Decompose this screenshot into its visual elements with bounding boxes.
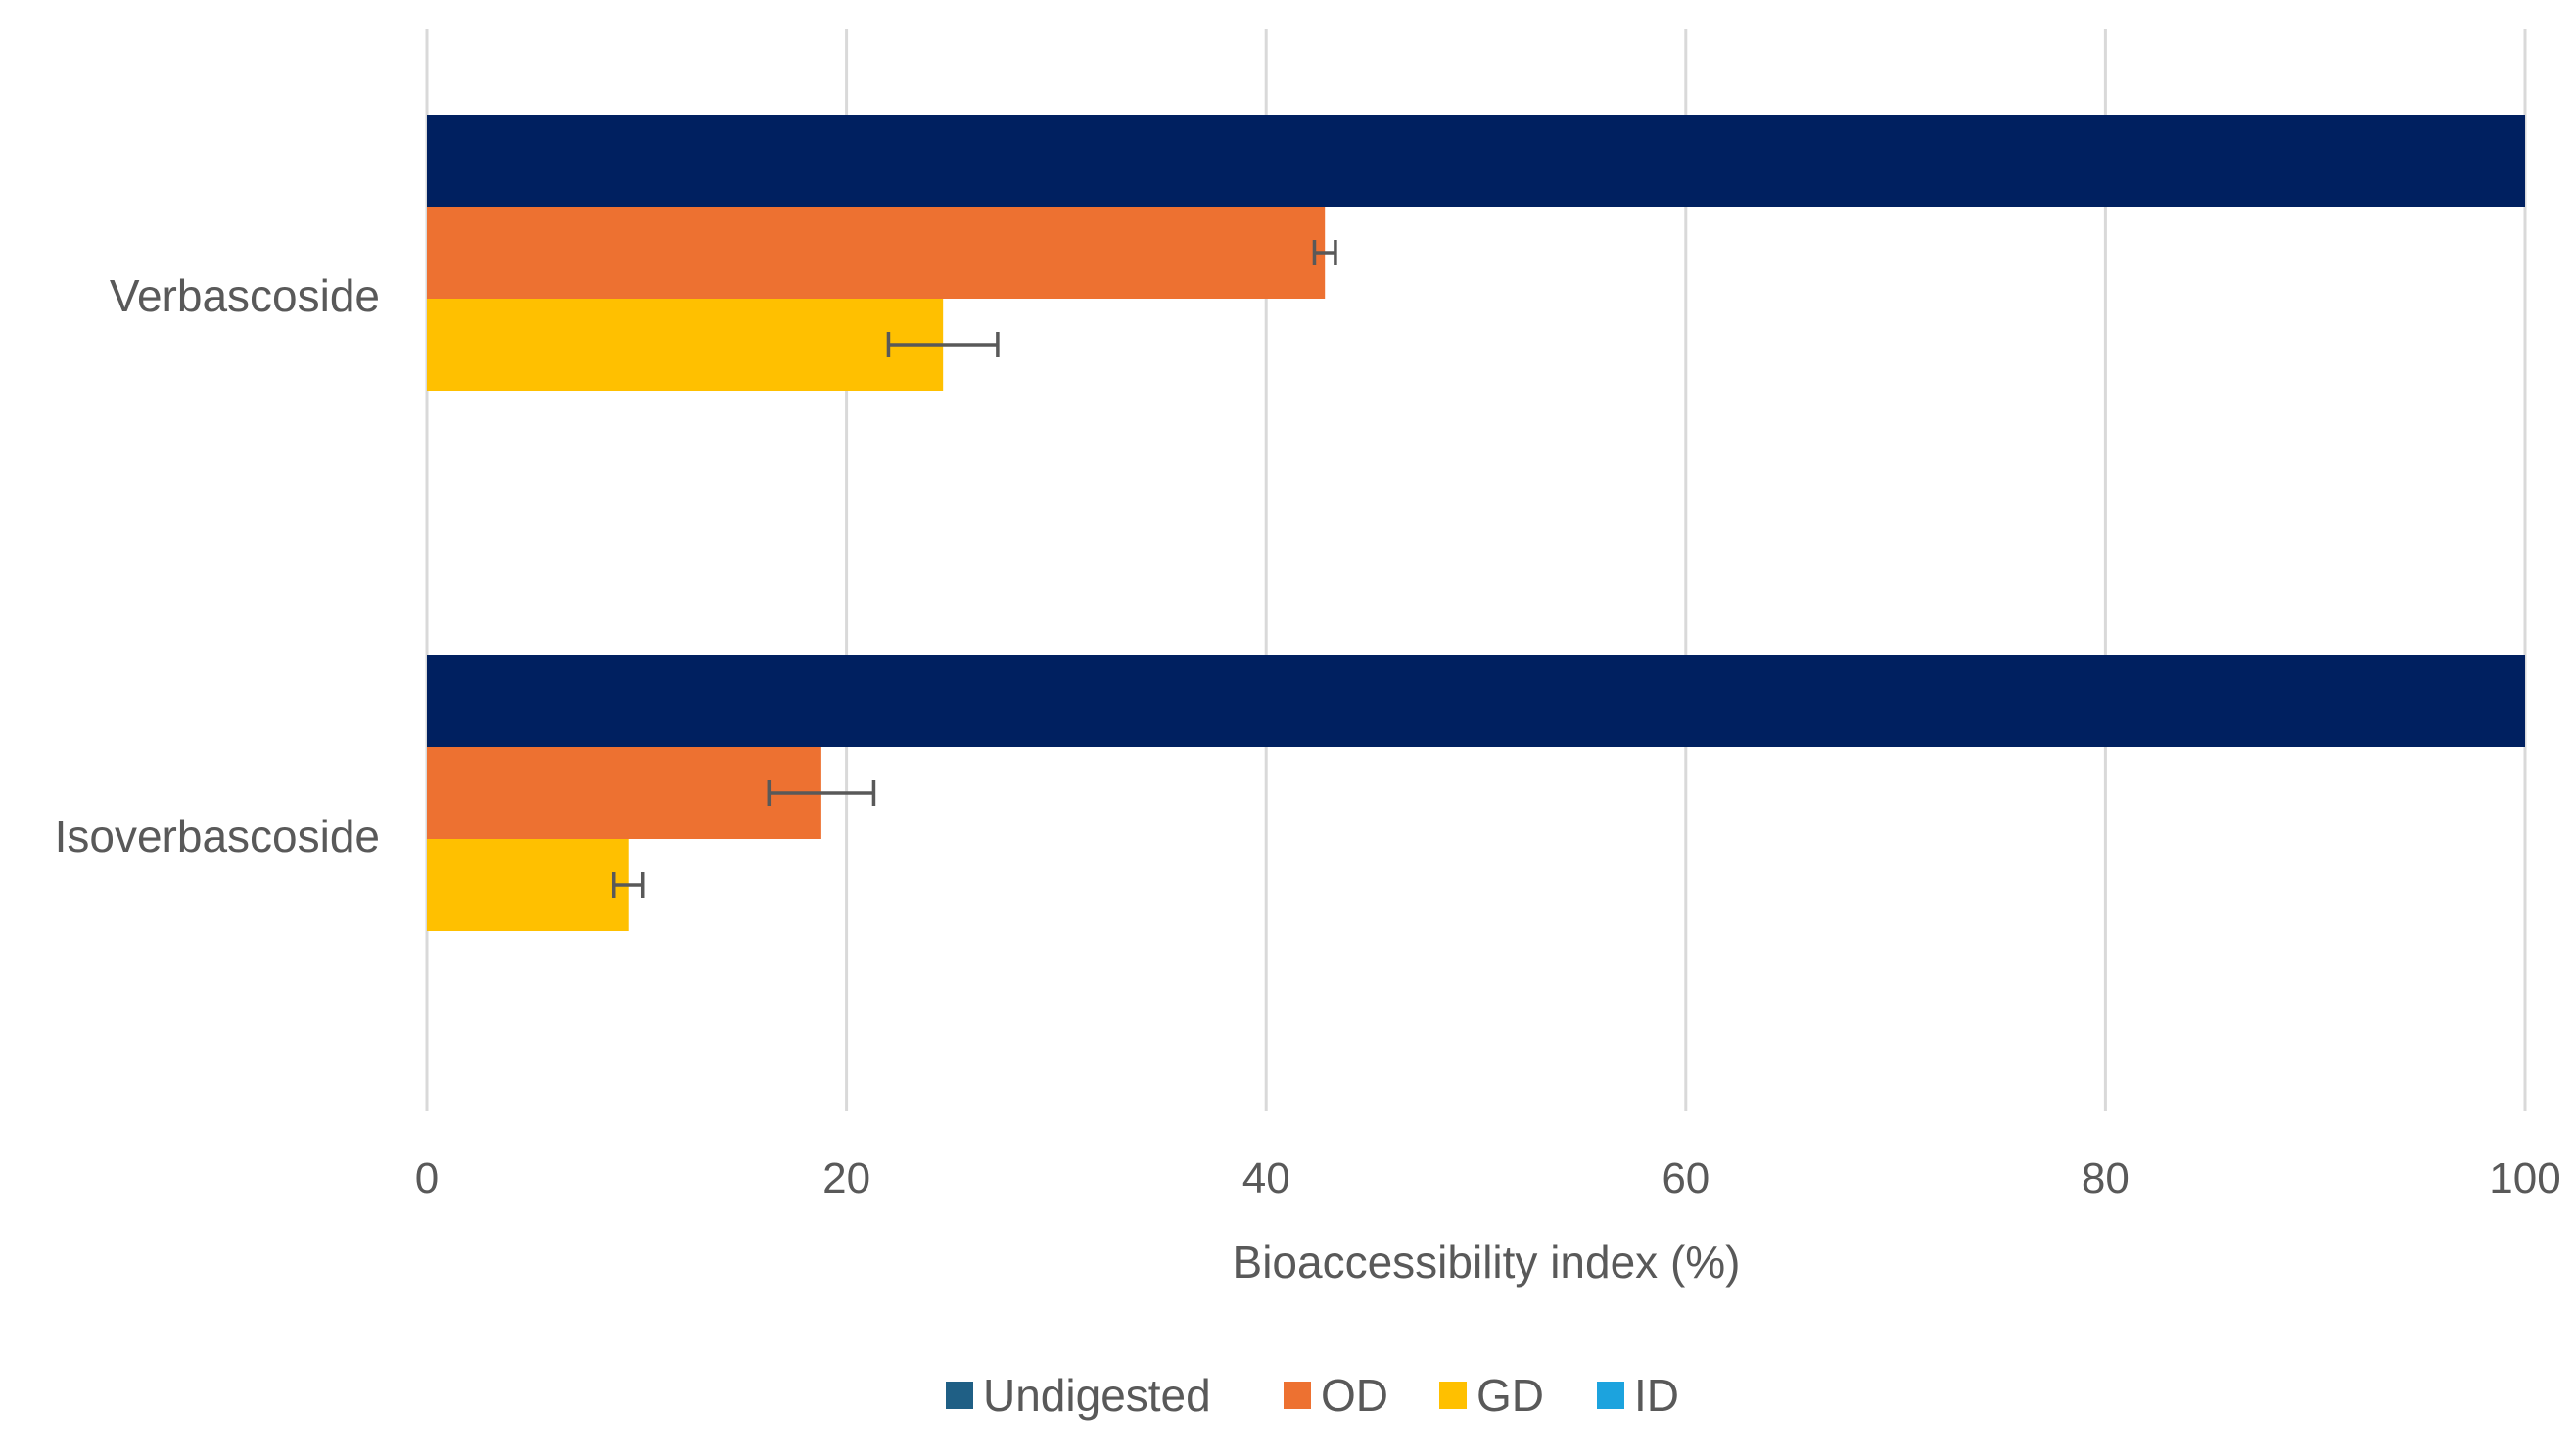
bar bbox=[427, 115, 2525, 207]
legend-swatch bbox=[946, 1382, 973, 1409]
legend-swatch bbox=[1284, 1382, 1311, 1409]
error-bars bbox=[611, 240, 1337, 898]
x-tick-label: 20 bbox=[822, 1154, 870, 1202]
x-tick-label: 80 bbox=[2082, 1154, 2130, 1202]
category-labels: Verbascoside Isoverbascoside bbox=[55, 270, 380, 862]
bar bbox=[427, 655, 2525, 747]
x-tick-label: 100 bbox=[2489, 1154, 2560, 1202]
x-axis-title: Bioaccessibility index (%) bbox=[1233, 1237, 1741, 1288]
legend: Undigested OD GD ID bbox=[946, 1370, 1679, 1421]
x-tick-label: 40 bbox=[1242, 1154, 1290, 1202]
category-label: Verbascoside bbox=[110, 270, 380, 321]
legend-label: Undigested bbox=[983, 1370, 1211, 1421]
bar bbox=[427, 839, 629, 931]
x-tick-label: 60 bbox=[1662, 1154, 1710, 1202]
legend-label: OD bbox=[1321, 1370, 1388, 1421]
bars bbox=[427, 115, 2525, 931]
bar bbox=[427, 299, 944, 391]
legend-swatch bbox=[1597, 1382, 1624, 1409]
x-tick-label: 0 bbox=[415, 1154, 439, 1202]
legend-label: GD bbox=[1476, 1370, 1544, 1421]
bar bbox=[427, 747, 821, 839]
legend-swatch bbox=[1439, 1382, 1467, 1409]
legend-label: ID bbox=[1634, 1370, 1679, 1421]
x-axis-ticks: 0 20 40 60 80 100 bbox=[415, 1154, 2561, 1202]
bar bbox=[427, 207, 1326, 299]
category-label: Isoverbascoside bbox=[55, 811, 380, 862]
